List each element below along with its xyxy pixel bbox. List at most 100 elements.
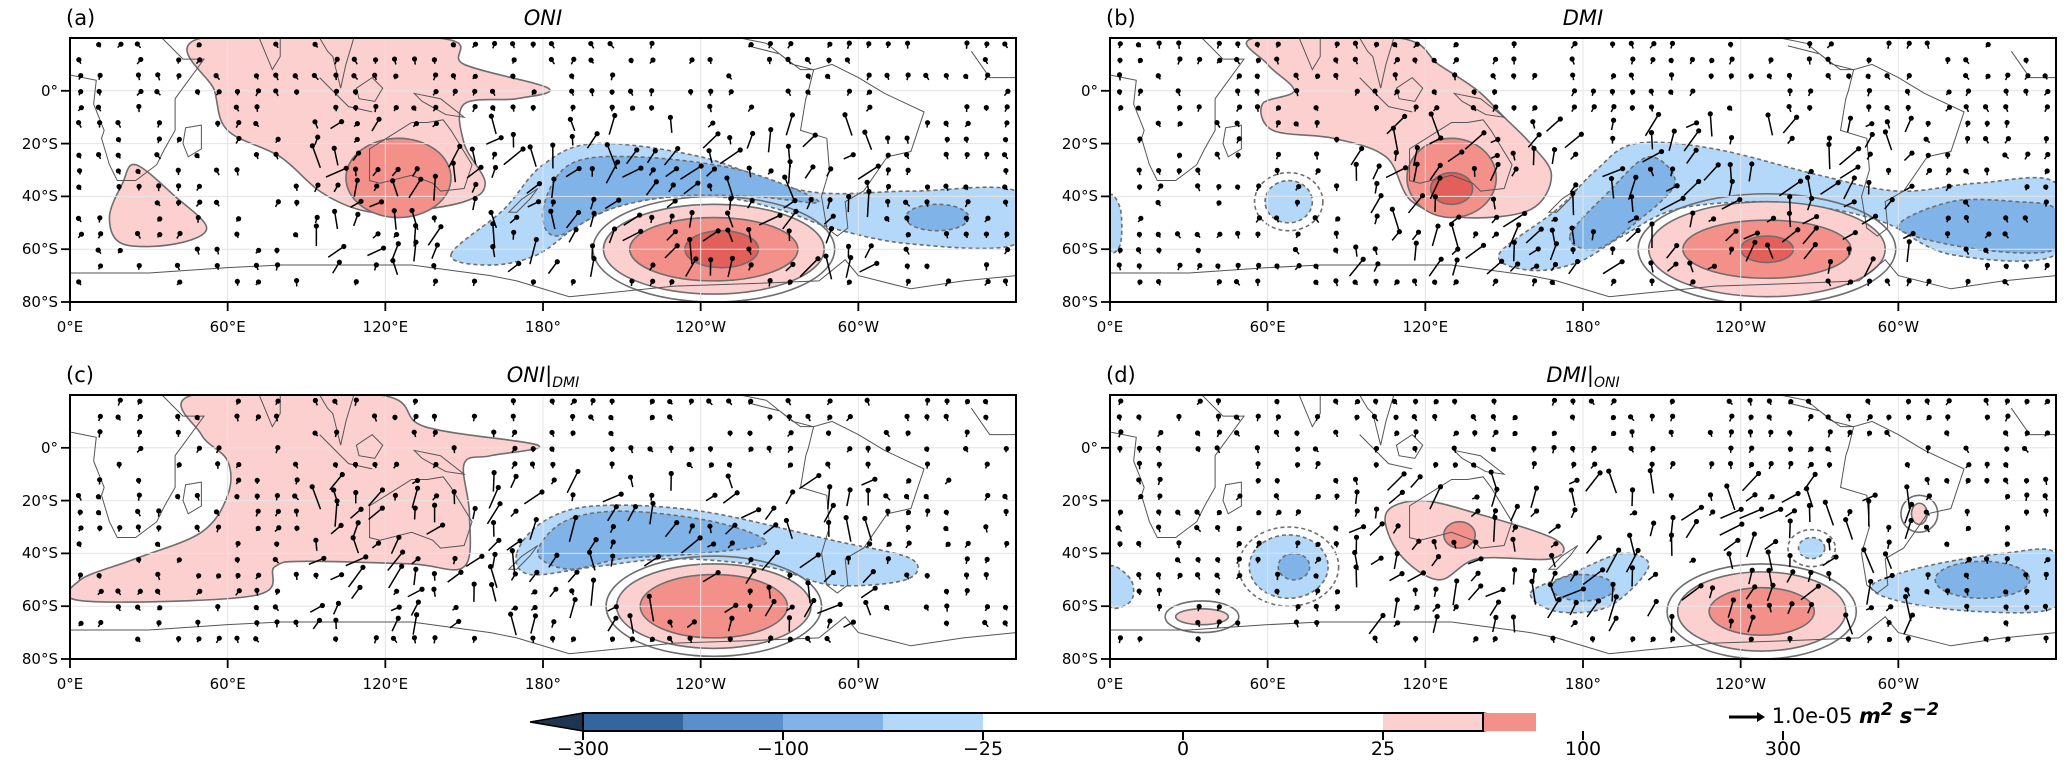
flux-vector: [1313, 263, 1319, 270]
flux-vector: [1689, 88, 1696, 97]
flux-vector: [293, 619, 299, 628]
flux-vector: [1485, 586, 1506, 598]
flux-vector: [1275, 41, 1281, 49]
coast-north-africa-east: [2010, 50, 2056, 79]
flux-vector: [432, 429, 438, 437]
flux-vector: [548, 40, 555, 49]
flux-vector: [1649, 221, 1655, 249]
flux-vector: [863, 599, 872, 616]
negative-anomaly-region: [1569, 155, 1676, 251]
flux-vector: [663, 145, 681, 166]
flux-vector: [1391, 398, 1398, 405]
flux-vector: [1389, 206, 1400, 232]
flux-vector: [860, 585, 878, 599]
flux-vector: [964, 120, 971, 128]
flux-vector: [1866, 430, 1873, 437]
flux-vector: [1117, 635, 1124, 644]
flux-vector: [964, 429, 970, 438]
flux-vector: [2002, 477, 2009, 485]
flux-vector: [2021, 445, 2029, 453]
flux-vector: [1255, 540, 1262, 549]
flux-vector: [1255, 413, 1261, 422]
flux-vector: [345, 554, 369, 567]
flux-vector: [1548, 523, 1561, 534]
flux-vector: [1256, 262, 1262, 271]
flux-vector: [1649, 461, 1655, 469]
flux-vector: [530, 635, 536, 644]
flux-vector: [156, 120, 163, 128]
unit-s: s: [1899, 704, 1913, 728]
flux-vector: [1393, 551, 1400, 570]
flux-vector: [2003, 215, 2009, 223]
flux-vector: [1315, 541, 1321, 548]
flux-vector: [826, 166, 834, 177]
flux-vector: [274, 492, 280, 501]
flux-vector: [1235, 493, 1243, 501]
flux-vector: [1413, 604, 1420, 612]
flux-vector: [1135, 247, 1142, 255]
flux-vector: [722, 490, 740, 504]
flux-vector: [551, 619, 557, 628]
flux-vector: [234, 278, 240, 286]
flux-vector: [745, 568, 757, 585]
flux-vector: [314, 214, 320, 224]
coast-antarctica: [70, 616, 1016, 655]
flux-vector: [1570, 507, 1578, 519]
flux-vector: [510, 508, 519, 517]
flux-vector: [963, 215, 969, 223]
flux-vector: [1334, 216, 1341, 222]
flux-vector: [253, 151, 260, 160]
flux-vector: [273, 72, 279, 81]
flux-vector: [1728, 41, 1734, 48]
flux-vector: [471, 41, 479, 49]
flux-vector: [75, 119, 82, 128]
flux-vector: [176, 230, 183, 239]
flux-vector: [1728, 73, 1734, 80]
contour-line: [1787, 528, 1837, 568]
flux-vector: [1531, 145, 1537, 166]
flux-vector: [196, 573, 202, 579]
flux-vector: [213, 199, 220, 207]
flux-vector: [1412, 145, 1420, 167]
flux-vector: [687, 236, 693, 265]
flux-vector: [1334, 183, 1340, 192]
flux-vector: [787, 636, 793, 643]
flux-vector: [1569, 600, 1579, 616]
flux-vector: [569, 88, 575, 96]
flux-vector: [1216, 429, 1223, 438]
flux-vector: [1648, 88, 1654, 96]
flux-vector: [1511, 41, 1517, 49]
flux-vector: [486, 135, 504, 145]
flux-vector: [1822, 499, 1835, 526]
flux-vector: [314, 134, 321, 146]
flux-vector: [1826, 570, 1832, 581]
x-tick-label: 180°: [524, 318, 562, 336]
colorbar-outline: [582, 712, 1484, 732]
flux-vector: [905, 72, 911, 81]
flux-vector: [943, 72, 949, 80]
flux-vector: [984, 604, 991, 612]
flux-vector: [1964, 508, 1970, 517]
flux-vector: [963, 231, 969, 239]
flux-vector: [569, 588, 575, 596]
flux-vector: [2024, 73, 2031, 80]
panel-label: (c): [66, 363, 94, 387]
flux-vector: [984, 492, 991, 501]
flux-vector: [748, 41, 754, 48]
flux-vector: [2002, 152, 2010, 160]
flux-vector: [787, 572, 793, 580]
flux-vector: [472, 104, 478, 113]
flux-vector: [1866, 88, 1873, 97]
flux-vector: [1571, 104, 1578, 112]
flux-vector: [707, 56, 713, 65]
x-tick-label: 60°E: [1249, 318, 1286, 336]
flux-vector: [565, 209, 582, 229]
flux-vector: [944, 603, 950, 612]
flux-vector: [135, 168, 141, 175]
flux-vector: [411, 166, 420, 177]
flux-vector: [1669, 72, 1675, 81]
flux-vector: [1235, 41, 1241, 49]
flux-vector: [253, 262, 260, 271]
flux-vector: [1825, 56, 1832, 65]
flux-vector: [1884, 73, 1891, 80]
